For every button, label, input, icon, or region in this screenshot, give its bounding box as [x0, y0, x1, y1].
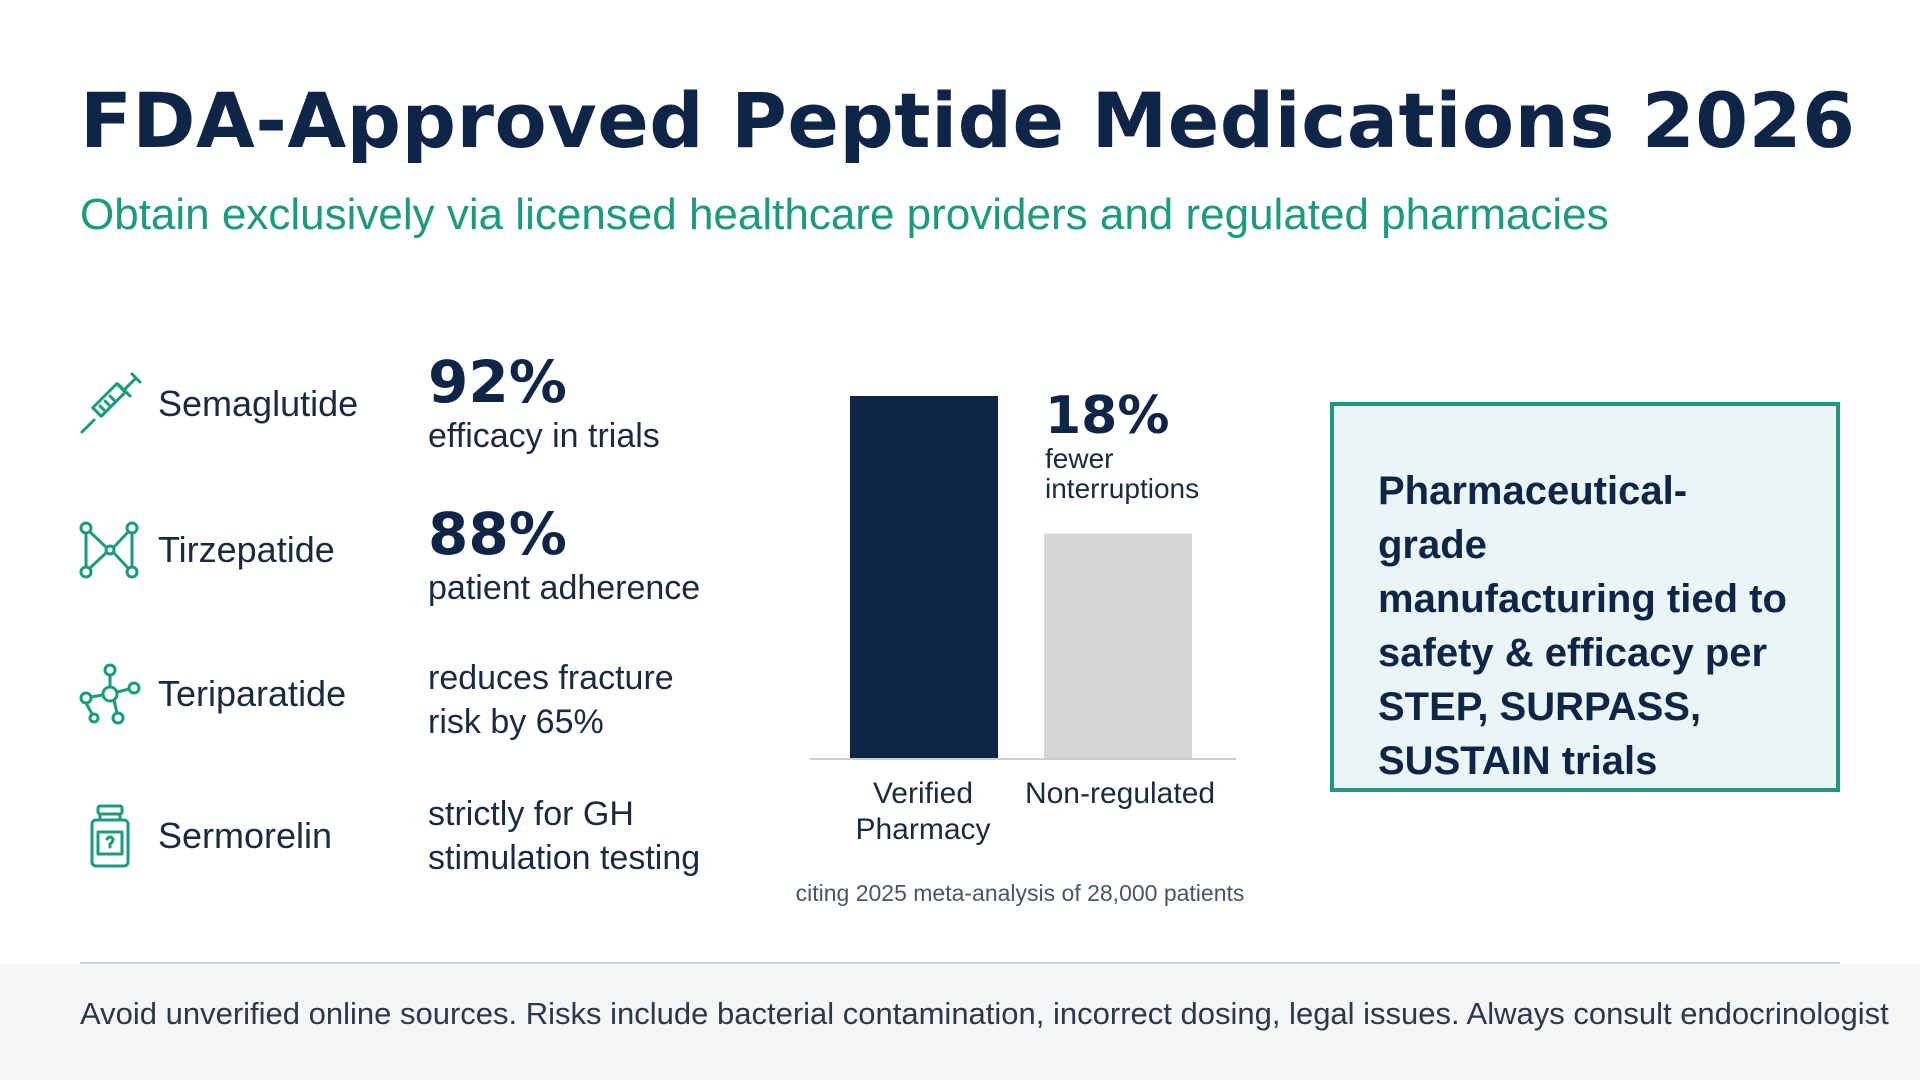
bar-non-regulated [1044, 533, 1192, 758]
footer-band [0, 964, 1920, 1080]
syringe-icon [78, 372, 142, 436]
bar-category-label-line: Non-regulated [1024, 777, 1216, 810]
bar-category-label-line: Pharmacy [855, 813, 991, 846]
info-box-line: SUSTAIN trials [1378, 739, 1658, 783]
annotation-text-line: fewer [1045, 443, 1114, 474]
info-box-line: safety & efficacy per [1378, 631, 1768, 675]
stat-value: 88% [428, 500, 567, 568]
chart-source-note: citing 2025 meta-analysis of 28,000 pati… [795, 880, 1245, 906]
stat-text: efficacy in trials [428, 417, 660, 455]
bar-category-label: Verified Pharmacy [838, 776, 1008, 848]
drug-row-semaglutide: Semaglutide [78, 372, 358, 436]
page-subtitle: Obtain exclusively via licensed healthca… [80, 190, 1609, 239]
info-box-line: Pharmaceutical-grade [1378, 469, 1688, 567]
pharmacy-bar-chart [800, 360, 1260, 920]
stat-text-line: reduces fracture [428, 659, 674, 697]
drug-stat: 92% efficacy in trials [428, 350, 660, 458]
drug-name: Sermorelin [158, 815, 333, 856]
stat-value: 92% [428, 348, 567, 416]
drug-row-teriparatide: Teriparatide [78, 662, 346, 726]
drug-row-sermorelin: Sermorelin [78, 804, 332, 868]
bar-category-label: Non-regulated [1010, 776, 1230, 812]
drug-stat: 88% patient adherence [428, 502, 700, 610]
chart-annotation: 18% fewer interruptions [1045, 388, 1245, 504]
drug-stat: reduces fracture risk by 65% [428, 656, 674, 744]
page-title: FDA-Approved Peptide Medications 2026 [80, 76, 1856, 165]
molecule-chain-icon [78, 662, 142, 726]
molecule-icon [78, 518, 142, 582]
footer-warning: Avoid unverified online sources. Risks i… [80, 996, 1889, 1031]
footer-divider [80, 962, 1840, 964]
bar-category-label-line: Verified [872, 777, 974, 810]
chart-svg [810, 396, 1236, 760]
drug-name: Semaglutide [158, 383, 359, 424]
info-box-line: manufacturing tied to [1378, 577, 1787, 621]
drug-name: Tirzepatide [158, 529, 335, 570]
info-box-line: STEP, SURPASS, [1378, 685, 1702, 729]
annotation-text-line: interruptions [1045, 473, 1200, 504]
stat-text-line: stimulation testing [428, 839, 701, 877]
stat-text: patient adherence [428, 569, 701, 607]
drug-stat: strictly for GH stimulation testing [428, 792, 700, 880]
stat-text-line: strictly for GH [428, 795, 634, 833]
stat-text-line: risk by 65% [428, 703, 604, 741]
vial-icon [78, 804, 142, 868]
drug-row-tirzepatide: Tirzepatide [78, 518, 335, 582]
info-box: Pharmaceutical-grade manufacturing tied … [1330, 402, 1840, 792]
bar-verified-pharmacy [850, 396, 998, 758]
annotation-value: 18% [1045, 386, 1170, 446]
drug-name: Teriparatide [158, 673, 347, 714]
